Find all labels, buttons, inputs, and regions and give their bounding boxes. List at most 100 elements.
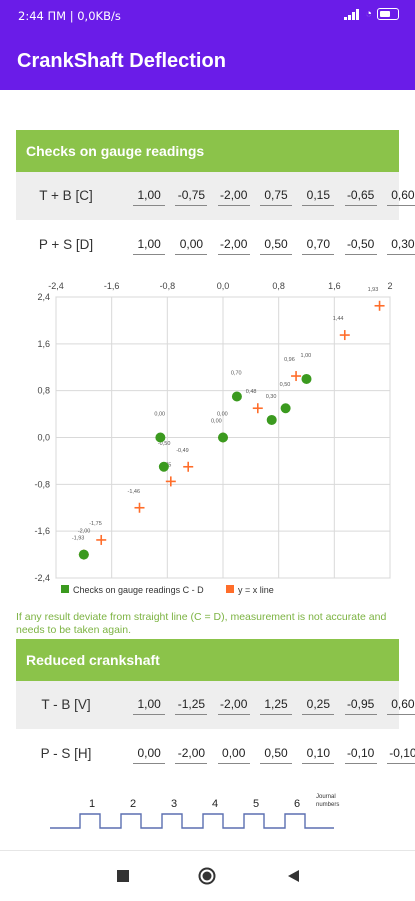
ps2-value-4[interactable]: 0,50 <box>260 746 293 764</box>
x-tick-label: -1,6 <box>104 281 120 291</box>
journal-caption: numbers <box>316 802 339 808</box>
y-tick-label: -0,8 <box>34 479 50 489</box>
ps-value-2[interactable]: 0,00 <box>175 237 208 255</box>
x-tick-label: 2 <box>387 281 392 291</box>
app-title: CrankShaft Deflection <box>17 50 226 72</box>
tb-value-5[interactable]: 0,15 <box>302 188 335 206</box>
journal-number: 2 <box>130 798 136 810</box>
xline-point-label: -1,93 <box>72 536 85 542</box>
x-tick-label: -0,8 <box>160 281 176 291</box>
accuracy-note: If any result deviate from straight line… <box>16 611 387 636</box>
tb-row-band <box>16 172 399 220</box>
tb2-value-7[interactable]: 0,60 <box>386 697 415 715</box>
ps-label: P + S [D] <box>38 237 94 252</box>
tb-value-3[interactable]: -2,00 <box>217 188 250 206</box>
ps-value-3[interactable]: -2,00 <box>217 237 250 255</box>
tb-label: T + B [C] <box>39 188 93 203</box>
ps-value-1[interactable]: 1,00 <box>133 237 166 255</box>
gauge-point <box>155 432 166 443</box>
legend-label-xline: y = x line <box>238 585 274 595</box>
legend-swatch-gauge <box>61 585 69 593</box>
tb-value-7[interactable]: 0,60 <box>386 188 415 206</box>
gauge-point-label: -0,50 <box>158 441 171 447</box>
journal-number: 1 <box>89 798 95 810</box>
tb-value-1[interactable]: 1,00 <box>133 188 166 206</box>
gauge-point <box>158 461 169 472</box>
back-button[interactable] <box>286 869 300 883</box>
recents-button[interactable] <box>116 869 130 883</box>
tb-value-2[interactable]: -0,75 <box>175 188 208 206</box>
legend-label-gauge: Checks on gauge readings C - D <box>73 585 204 595</box>
ps2-row: P - S [H] 0,00 -2,00 0,00 0,50 0,10 -0,10 -0,1… <box>16 734 415 774</box>
journal-number: 3 <box>171 798 177 810</box>
xline-point-label: 0,48 <box>246 389 257 395</box>
gauge-point-label: 0,50 <box>280 382 291 388</box>
crankshaft-outline <box>50 813 334 829</box>
ps-value-4[interactable]: 0,50 <box>260 237 293 255</box>
y-tick-label: 0,8 <box>37 386 50 396</box>
gauge-point <box>301 373 312 384</box>
xline-point-label: -1,46 <box>128 489 141 495</box>
ps2-value-1[interactable]: 0,00 <box>133 746 166 764</box>
tb2-value-5[interactable]: 0,25 <box>302 697 335 715</box>
checks-header: Checks on gauge readings <box>16 130 399 172</box>
ps-value-7[interactable]: 0,30 <box>386 237 415 255</box>
ps-row: P + S [D] 1,00 0,00 -2,00 0,50 0,70 -0,50 0,30 <box>16 225 415 265</box>
tb-value-4[interactable]: 0,75 <box>260 188 293 206</box>
wifi-icon: ◔ <box>365 8 372 20</box>
gauge-point <box>280 403 291 414</box>
y-tick-label: -2,4 <box>34 573 50 583</box>
gauge-point-label: 1,00 <box>301 353 312 359</box>
tb2-value-6[interactable]: -0,95 <box>344 697 377 715</box>
status-bar: 2:44 ПМ | 0,0KB/s ◔ <box>0 0 415 30</box>
journal-caption: Journal <box>316 794 336 800</box>
tb2-value-1[interactable]: 1,00 <box>133 697 166 715</box>
gauge-point <box>78 549 89 560</box>
ps2-label: P - S [H] <box>40 746 92 761</box>
ps2-value-6[interactable]: -0,10 <box>344 746 377 764</box>
deflection-chart: -2,4 -1,6 -0,8 0,0 0,8 1,6 2 2,4 1,6 0,8 0,0 -0,8 -1… <box>34 281 392 595</box>
gauge-point-label: 0,30 <box>266 394 277 400</box>
legend-swatch-xline <box>226 585 234 593</box>
journal-number: 4 <box>212 798 218 810</box>
battery-icon <box>377 8 399 20</box>
ps2-value-2[interactable]: -2,00 <box>175 746 208 764</box>
journal-diagram: 1 2 3 4 5 6 Journal numbers <box>50 794 339 829</box>
tb2-value-3[interactable]: -2,00 <box>217 697 250 715</box>
y-tick-label: 1,6 <box>37 339 50 349</box>
x-tick-label: 0,8 <box>272 281 285 291</box>
tb-row: T + B [C] 1,00 -0,75 -2,00 0,75 0,15 -0,65 0,6… <box>16 176 415 216</box>
xline-point-label: 0,00 <box>211 419 222 425</box>
nav-bar <box>0 850 415 901</box>
y-tick-label: -1,6 <box>34 526 50 536</box>
status-icons: ◔ <box>344 8 399 20</box>
tb2-value-2[interactable]: -1,25 <box>175 697 208 715</box>
x-tick-label: 0,0 <box>217 281 230 291</box>
x-tick-label: 1,6 <box>328 281 341 291</box>
gauge-point-label: -2,00 <box>78 529 91 535</box>
tb2-row-band <box>16 681 399 729</box>
journal-number: 5 <box>253 798 259 810</box>
xline-point-label: -1,75 <box>89 521 102 527</box>
xline-point-label: 0,96 <box>284 357 295 363</box>
reduced-header: Reduced crankshaft <box>16 639 399 681</box>
ps2-value-7[interactable]: -0,10 <box>386 746 415 764</box>
tb-value-6[interactable]: -0,65 <box>344 188 377 206</box>
signal-icon <box>344 8 360 20</box>
gauge-point-label: 0,00 <box>154 412 165 418</box>
home-button[interactable] <box>198 867 216 885</box>
ps2-value-3[interactable]: 0,00 <box>217 746 250 764</box>
ps-value-5[interactable]: 0,70 <box>302 237 335 255</box>
ps2-value-5[interactable]: 0,10 <box>302 746 335 764</box>
ps-value-6[interactable]: -0,50 <box>344 237 377 255</box>
tb2-value-4[interactable]: 1,25 <box>260 697 293 715</box>
y-tick-label: 2,4 <box>37 292 50 302</box>
xline-point-label: 1,44 <box>333 316 344 322</box>
journal-number: 6 <box>294 798 300 810</box>
y-tick-label: 0,0 <box>37 433 50 443</box>
app-bar: CrankShaft Deflection <box>0 30 415 90</box>
xline-point-label: 1,93 <box>368 287 379 293</box>
gauge-point <box>231 391 242 402</box>
gauge-point <box>218 432 228 443</box>
tb2-label: T - B [V] <box>41 697 91 712</box>
